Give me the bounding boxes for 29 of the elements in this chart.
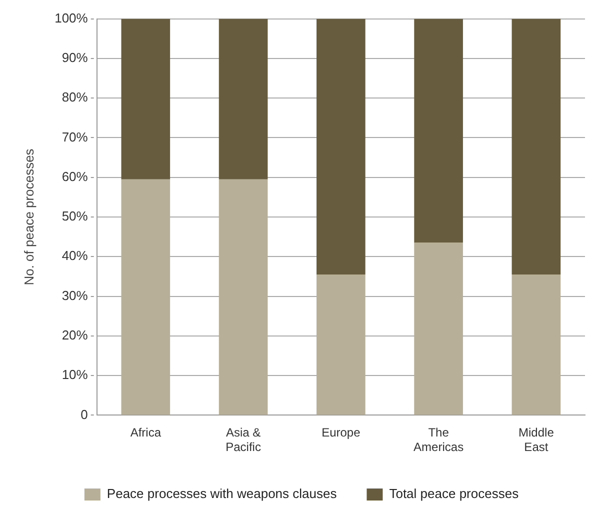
y-tick-label: 0 <box>80 406 88 422</box>
bar <box>316 274 366 415</box>
y-tick-label: 80% <box>62 90 88 105</box>
bar <box>414 242 463 415</box>
y-tick-label: 30% <box>62 288 88 303</box>
x-tick-label: Middle East <box>518 426 554 454</box>
legend-label: Total peace processes <box>389 486 520 502</box>
y-tick-label: 20% <box>62 328 88 342</box>
y-tick-label: 100% <box>54 10 88 26</box>
bar <box>218 18 268 180</box>
y-tick-label: 60% <box>62 168 88 184</box>
bar <box>218 179 268 415</box>
y-axis-title: No. of peace processes <box>21 148 36 286</box>
x-tick-label: The Americas <box>414 426 464 454</box>
x-tick-label: Europe <box>322 426 361 440</box>
y-tick-label: 70% <box>62 129 88 144</box>
y-tick-label: 90% <box>62 50 88 66</box>
bar <box>121 179 170 415</box>
x-tick-label: Asia & Pacific <box>226 426 261 454</box>
bar <box>316 18 366 274</box>
x-tick-label: Africa <box>130 426 162 440</box>
bar <box>512 274 561 415</box>
y-tick-label: 40% <box>62 248 88 264</box>
bar <box>414 18 463 243</box>
bar <box>512 18 561 274</box>
legend-label: Peace processes with weapons clauses <box>106 486 338 502</box>
bar <box>121 18 170 180</box>
y-tick-label: 50% <box>62 208 88 224</box>
y-tick-label: 10% <box>62 367 88 382</box>
